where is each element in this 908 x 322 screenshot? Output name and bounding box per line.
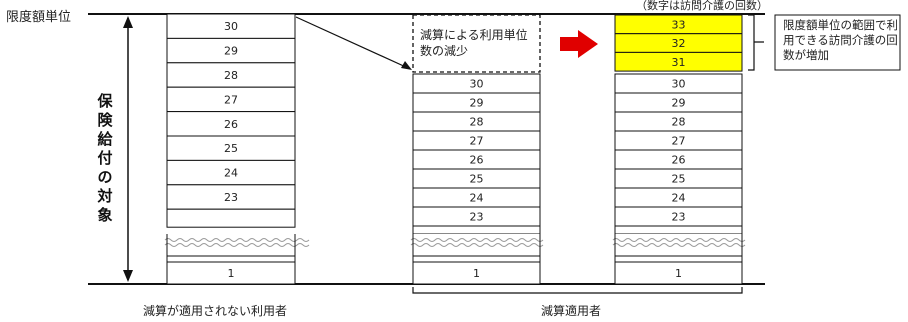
col3-row-24-label: 24	[672, 192, 686, 205]
reduction-text: 減算による利用単位数の減少	[420, 28, 528, 58]
no-reduction-caption: 減算が適用されない利用者	[143, 304, 288, 318]
col3-row-30-label: 30	[672, 78, 686, 91]
col3-extra-31-label: 31	[672, 56, 686, 69]
col1-row-27-cell	[166, 86, 296, 113]
col3-row-26-label: 26	[672, 154, 686, 167]
col1-row-23-label: 23	[224, 191, 238, 204]
col1-row-1-cell	[166, 261, 296, 285]
break-wave	[612, 243, 746, 247]
col1-row-25-cell	[166, 135, 296, 161]
red-arrow	[560, 30, 598, 58]
increase-note-box	[774, 14, 901, 71]
col1-row-26-cell	[166, 111, 296, 137]
col3-extra-32-label: 32	[672, 37, 686, 50]
col1-row-29-cell	[166, 37, 296, 64]
col3-row-27-label: 27	[672, 135, 686, 148]
col1-row-26-label: 26	[224, 118, 238, 131]
break-wave	[164, 243, 310, 247]
col3-row-1-label: 1	[675, 267, 682, 280]
coverage-label: 保険給付の対象	[97, 92, 113, 224]
col1-row-27-label: 27	[224, 93, 238, 106]
column-no-reduction: 30 29 28 27 26 25 24 23 1	[164, 13, 310, 285]
top-note: （数字は訪問介護の回数）	[636, 0, 768, 12]
col2-row-25-label: 25	[470, 173, 484, 186]
col1-row-28-label: 28	[224, 69, 238, 82]
col3-row-23-label: 23	[672, 211, 686, 224]
column-reduction: 30 29 28 27 26 25 24 23 1	[410, 73, 544, 285]
col2-row-26-label: 26	[470, 154, 484, 167]
break-wave	[410, 238, 544, 242]
col1-row-29-label: 29	[224, 45, 238, 58]
col1-row-30-label: 30	[224, 20, 238, 33]
col3-row-28-label: 28	[672, 116, 686, 129]
col3-row-29-label: 29	[672, 97, 686, 110]
col2-row-28-label: 28	[470, 116, 484, 129]
col1-row-23-cell	[166, 184, 296, 210]
col1-row-25-label: 25	[224, 142, 238, 155]
col3-row-1-cell	[614, 261, 743, 285]
col1-row-28-cell	[166, 62, 296, 88]
break-wave	[164, 238, 310, 242]
col2-row-1-cell	[412, 261, 541, 285]
highlight-bracket	[748, 14, 764, 71]
limit-label: 限度額単位	[6, 10, 72, 25]
reduction-caption: 減算適用者	[541, 304, 602, 318]
col3-row-25-label: 25	[672, 173, 686, 186]
col3-extra-31-cell	[614, 51, 743, 72]
coverage-arrow	[123, 16, 133, 282]
col2-row-27-label: 27	[470, 135, 484, 148]
col2-row-23-label: 23	[470, 211, 484, 224]
col2-row-24-label: 24	[470, 192, 484, 205]
break-wave	[410, 243, 544, 247]
diagonal-arrow	[295, 16, 412, 70]
column-increase: 33 32 31 30 29 28 27 26 25 24 23 1	[612, 14, 746, 285]
increase-note: 限度額単位の範囲で利用できる訪問介護の回数が増加	[783, 18, 898, 62]
col1-row-30-cell	[166, 13, 296, 39]
col2-row-1-label: 1	[473, 267, 480, 280]
break-wave	[612, 238, 746, 242]
col1-row-24-label: 24	[224, 167, 238, 180]
reduction-bracket	[412, 287, 743, 294]
reduction-dashed-box	[412, 14, 541, 73]
col2-row-30-label: 30	[470, 78, 484, 91]
col3-extra-33-label: 33	[672, 18, 686, 31]
col2-row-29-label: 29	[470, 97, 484, 110]
col1-row-1-label: 1	[228, 267, 235, 280]
